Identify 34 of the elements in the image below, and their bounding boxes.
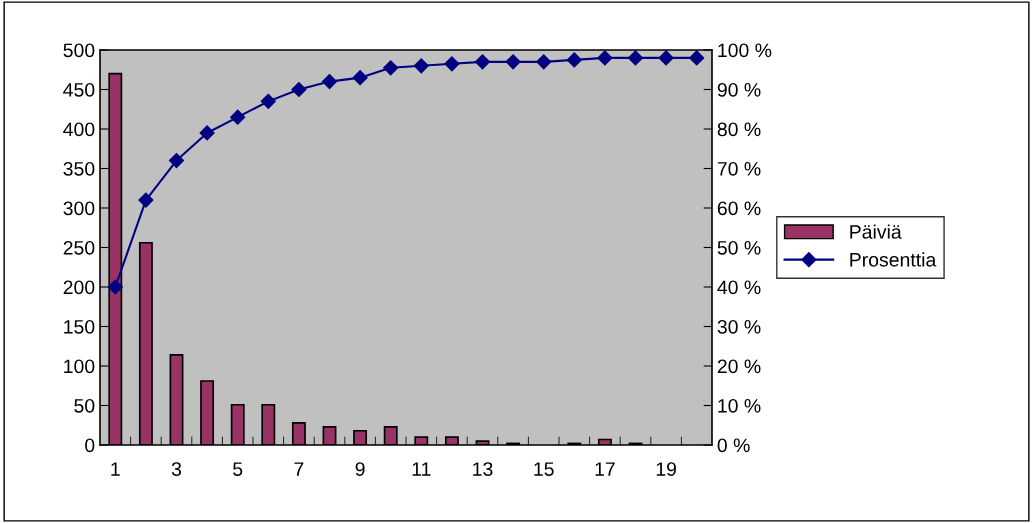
- x-tick-label: 13: [473, 462, 493, 476]
- y-tick-label: 100: [64, 359, 95, 374]
- y-tick-label: 350: [63, 161, 95, 176]
- x-tick-label: 15: [534, 462, 554, 476]
- y2-tick-label: 80 %: [717, 122, 761, 137]
- y-tick-label: 50: [74, 398, 95, 413]
- y-tick-label: 300: [63, 201, 95, 216]
- y2-tick-label: 70 %: [717, 161, 761, 176]
- y2-tick-label: 0 %: [717, 438, 750, 453]
- y-tick-label: 250: [63, 240, 95, 255]
- y-tick-label: 500: [63, 43, 95, 58]
- x-tick-label: 7: [294, 462, 304, 476]
- x-tick-label: 17: [595, 462, 615, 476]
- x-tick-label: 19: [656, 462, 676, 476]
- y2-tick-label: 90 %: [717, 82, 761, 97]
- y-tick-label: 0: [85, 438, 95, 453]
- y-tick-label: 200: [63, 280, 95, 295]
- x-tick-label: 9: [355, 462, 365, 476]
- y2-tick-label: 40 %: [717, 280, 761, 295]
- y2-tick-label: 60 %: [717, 201, 761, 216]
- legend-label: Päiviä: [850, 224, 902, 239]
- x-tick-label: 3: [171, 462, 182, 476]
- y2-tick-label: 50 %: [717, 240, 761, 255]
- y-tick-label: 400: [63, 122, 95, 137]
- y-tick-label: 450: [63, 82, 95, 97]
- y-tick-label: 150: [64, 319, 95, 334]
- x-tick-label: 1: [111, 462, 120, 476]
- y2-tick-label: 10 %: [718, 398, 761, 413]
- y2-tick-label: 30 %: [717, 319, 761, 334]
- y2-tick-label: 20 %: [717, 359, 761, 374]
- x-tick-label: 5: [233, 462, 243, 476]
- y2-tick-label: 100 %: [718, 43, 772, 58]
- x-tick-label: 11: [412, 462, 431, 476]
- legend-label: Prosenttia: [850, 252, 937, 267]
